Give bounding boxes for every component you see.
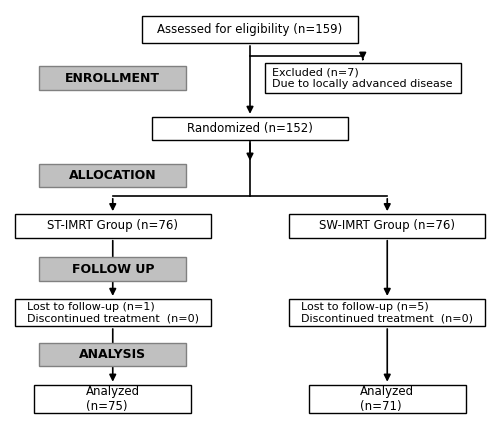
Text: Analyzed
(n=71): Analyzed (n=71)	[360, 385, 414, 413]
FancyBboxPatch shape	[142, 16, 358, 43]
FancyBboxPatch shape	[264, 63, 461, 93]
Text: Randomized (n=152): Randomized (n=152)	[187, 122, 313, 135]
Text: SW-IMRT Group (n=76): SW-IMRT Group (n=76)	[319, 219, 455, 232]
Text: ALLOCATION: ALLOCATION	[69, 169, 156, 182]
Text: Analyzed
(n=75): Analyzed (n=75)	[86, 385, 140, 413]
FancyBboxPatch shape	[39, 343, 186, 366]
FancyBboxPatch shape	[289, 299, 486, 326]
FancyBboxPatch shape	[14, 299, 211, 326]
FancyBboxPatch shape	[34, 384, 191, 413]
FancyBboxPatch shape	[14, 214, 211, 238]
Text: Excluded (n=7)
Due to locally advanced disease: Excluded (n=7) Due to locally advanced d…	[272, 67, 453, 89]
Text: Lost to follow-up (n=1)
Discontinued treatment  (n=0): Lost to follow-up (n=1) Discontinued tre…	[27, 302, 199, 323]
FancyBboxPatch shape	[289, 214, 486, 238]
Text: Lost to follow-up (n=5)
Discontinued treatment  (n=0): Lost to follow-up (n=5) Discontinued tre…	[301, 302, 473, 323]
Text: ENROLLMENT: ENROLLMENT	[66, 72, 160, 85]
FancyBboxPatch shape	[309, 384, 466, 413]
Text: Assessed for eligibility (n=159): Assessed for eligibility (n=159)	[158, 23, 342, 36]
Text: FOLLOW UP: FOLLOW UP	[72, 263, 154, 276]
FancyBboxPatch shape	[152, 117, 348, 140]
FancyBboxPatch shape	[39, 67, 186, 90]
FancyBboxPatch shape	[39, 164, 186, 187]
Text: ANALYSIS: ANALYSIS	[79, 348, 146, 361]
FancyBboxPatch shape	[39, 257, 186, 281]
Text: ST-IMRT Group (n=76): ST-IMRT Group (n=76)	[48, 219, 178, 232]
